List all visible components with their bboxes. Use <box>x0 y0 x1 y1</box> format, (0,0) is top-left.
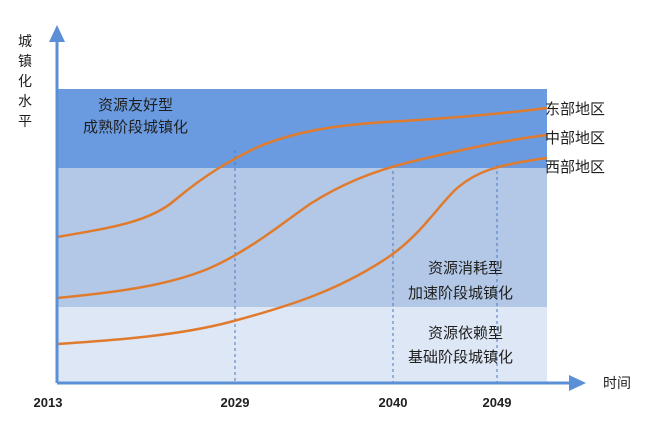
band-top-label-line1: 资源友好型 <box>98 96 173 114</box>
region-label-east: 东部地区 <box>545 100 605 118</box>
band-bottom-label-line2: 基础阶段城镇化 <box>408 348 513 366</box>
x-tick-2049: 2049 <box>483 395 512 410</box>
y-axis-arrow <box>49 25 65 42</box>
band-middle <box>57 168 547 307</box>
band-bottom-label-line1: 资源依赖型 <box>428 324 503 342</box>
band-middle-label-line2: 加速阶段城镇化 <box>408 284 513 302</box>
x-tick-2029: 2029 <box>221 395 250 410</box>
region-label-central: 中部地区 <box>545 129 605 147</box>
y-axis-title-char: 平 <box>18 114 32 130</box>
curve-central <box>56 133 548 300</box>
band-top <box>57 89 547 168</box>
region-label-west: 西部地区 <box>545 158 605 176</box>
band-bottom <box>57 307 547 383</box>
curve-west <box>56 156 548 346</box>
x-tick-2040: 2040 <box>379 395 408 410</box>
band-top-label-line2: 成熟阶段城镇化 <box>83 118 188 136</box>
x-tick-2013: 2013 <box>34 395 63 410</box>
y-axis-title-char: 水 <box>18 94 32 110</box>
x-axis-title: 时间 <box>603 376 631 392</box>
x-axis-arrow <box>569 375 586 391</box>
band-middle-label-line1: 资源消耗型 <box>428 259 503 277</box>
y-axis-title-char: 化 <box>18 74 32 90</box>
y-axis-title-char: 城 <box>18 34 32 50</box>
y-axis-title-char: 镇 <box>18 54 32 70</box>
curve-east <box>56 106 548 239</box>
